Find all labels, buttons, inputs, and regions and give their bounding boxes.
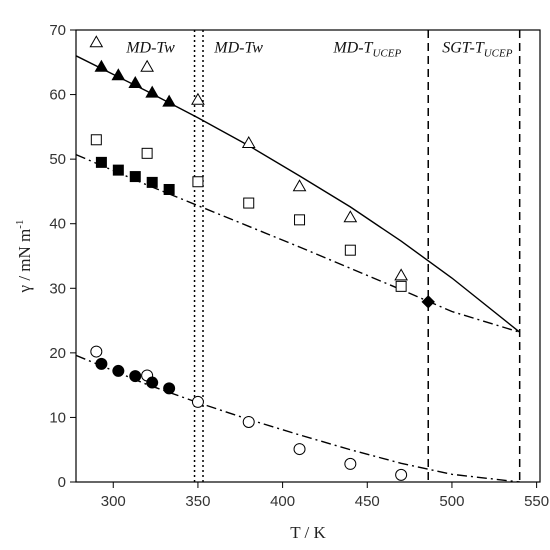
circle-marker <box>129 370 142 383</box>
triangle-marker <box>111 68 126 81</box>
diamond-marker <box>421 295 435 309</box>
annotation-subscript: UCEP <box>372 48 401 60</box>
square-marker <box>192 176 204 188</box>
triangle-marker <box>89 35 104 48</box>
annotation-md-tw-2: MD-Tw <box>213 40 263 57</box>
triangle-marker <box>128 75 143 88</box>
axes-layer <box>75 29 541 483</box>
circle-marker <box>146 376 159 389</box>
x-tick-label: 450 <box>355 493 380 510</box>
circle-marker <box>344 457 357 470</box>
annotation-text: MD-Tw <box>213 40 263 57</box>
circle-marker <box>242 415 255 428</box>
circle-marker <box>163 382 176 395</box>
y-tick-label: 20 <box>49 345 66 362</box>
y-tick-label: 40 <box>49 216 66 233</box>
square-marker <box>95 156 107 168</box>
square-marker <box>146 176 158 188</box>
y-tick-label: 50 <box>49 151 66 168</box>
x-tick-label: 350 <box>185 493 210 510</box>
triangle-marker <box>162 94 177 107</box>
y-tick-label: 70 <box>49 22 66 39</box>
triangle-marker <box>241 135 256 148</box>
x-tick-label: 400 <box>270 493 295 510</box>
annotation-subscript: UCEP <box>484 48 513 60</box>
square-marker <box>243 197 255 209</box>
circle-marker <box>112 364 125 377</box>
circle-marker <box>191 395 204 408</box>
square-marker <box>395 280 407 292</box>
curve-dashdot <box>76 153 520 333</box>
square-marker <box>112 164 124 176</box>
triangle-marker <box>343 210 358 223</box>
ticks-layer: 300 350 400 450 500 550 0 10 20 30 40 50 60 70 <box>49 22 549 510</box>
y-axis-title: γ / mN m-1 <box>14 220 34 294</box>
vertical-lines-layer <box>193 30 521 482</box>
circle-marker <box>95 357 108 370</box>
triangle-marker <box>140 59 154 72</box>
y-tick-label: 0 <box>58 474 66 491</box>
y-tick-label: 10 <box>49 409 66 426</box>
annotation-md-tw-1: MD-Tw <box>125 40 175 57</box>
annotation-text: SGT-T <box>442 40 485 57</box>
square-marker <box>294 214 306 226</box>
y-axis-title-superscript: -1 <box>14 220 26 229</box>
circle-marker <box>293 443 306 456</box>
x-tick-label: 550 <box>524 493 549 510</box>
square-marker <box>90 134 102 146</box>
curve-solid <box>76 55 521 333</box>
curves-layer <box>76 55 521 482</box>
plot-frame <box>75 29 541 483</box>
circle-marker <box>90 345 103 358</box>
annotations-layer: MD-Tw MD-Tw MD-TUCEP SGT-TUCEP <box>125 40 513 60</box>
triangle-marker <box>394 268 409 281</box>
triangle-marker <box>94 59 109 72</box>
square-marker <box>129 171 141 183</box>
y-tick-label: 30 <box>49 280 66 297</box>
square-marker <box>344 244 356 256</box>
annotation-md-tucep: MD-TUCEP <box>332 40 401 60</box>
y-tick-label: 60 <box>49 87 66 104</box>
x-axis-title: T / K <box>290 523 326 542</box>
y-axis-title-main: γ / mN m <box>15 229 34 294</box>
markers-layer <box>89 35 435 481</box>
square-marker <box>141 147 153 159</box>
triangle-marker <box>191 92 205 105</box>
circle-marker <box>395 468 408 481</box>
triangle-marker <box>145 85 160 98</box>
x-tick-label: 300 <box>101 493 126 510</box>
annotation-sgt-tucep: SGT-TUCEP <box>442 40 513 60</box>
annotation-text: MD-T <box>332 40 373 57</box>
triangle-marker <box>292 179 307 192</box>
annotation-text: MD-Tw <box>125 40 175 57</box>
x-tick-label: 500 <box>439 493 464 510</box>
square-marker <box>163 183 175 195</box>
